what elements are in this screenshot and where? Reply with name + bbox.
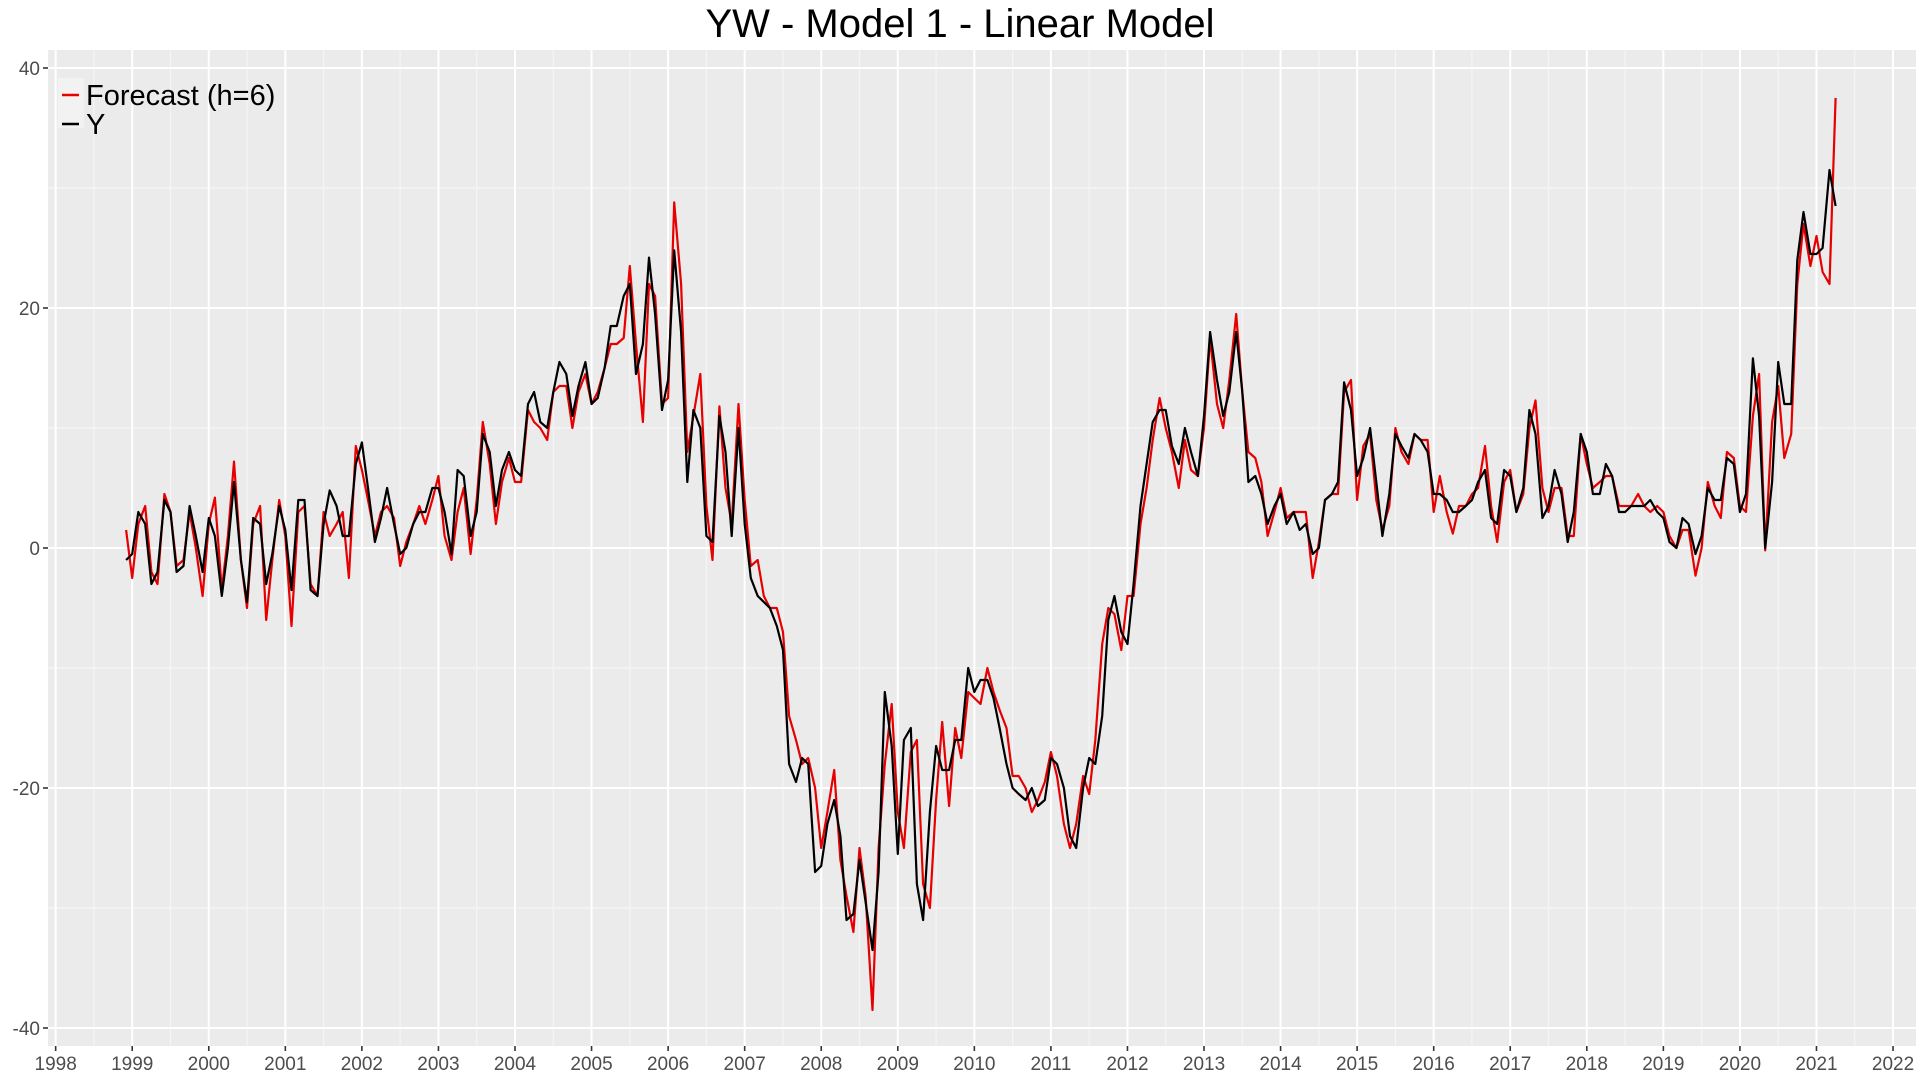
legend: Forecast (h=6)Y [58, 78, 275, 141]
x-tick-label: 2005 [570, 1054, 612, 1075]
x-tick-label: 2002 [341, 1054, 383, 1075]
x-axis-tick-labels: 1998 1999 2000 2001 2002 2003 2004 2005 2006 2007… [35, 1054, 1915, 1075]
x-tick-label: 2013 [1183, 1054, 1225, 1075]
x-tick-label: 2011 [1030, 1054, 1071, 1075]
x-tick-label: 2001 [264, 1054, 306, 1075]
x-tick-label: 2016 [1413, 1054, 1455, 1075]
y-axis-tick-labels: -40 -20 0 20 40 [13, 59, 40, 1040]
grid-major [48, 50, 1916, 1046]
legend-key-background [58, 78, 84, 128]
y-tick-label: 20 [19, 299, 40, 320]
y-tick-label: -40 [13, 1019, 40, 1040]
x-tick-label: 2021 [1795, 1054, 1837, 1075]
x-tick-label: 2017 [1489, 1054, 1531, 1075]
x-tick-label: 2009 [877, 1054, 919, 1075]
x-tick-label: 2010 [953, 1054, 995, 1075]
x-tick-label: 2004 [494, 1054, 537, 1075]
x-tick-label: 2019 [1642, 1054, 1684, 1075]
x-tick-label: 2020 [1719, 1054, 1761, 1075]
x-tick-label: 1999 [111, 1054, 153, 1075]
x-tick-label: 2008 [800, 1054, 842, 1075]
x-tick-label: 2014 [1259, 1054, 1302, 1075]
x-tick-label: 2012 [1106, 1054, 1148, 1075]
series-layer [125, 97, 1837, 1012]
x-tick-label: 2007 [724, 1054, 766, 1075]
x-tick-label: 2022 [1872, 1054, 1914, 1075]
series-line-1 [125, 168, 1837, 952]
y-tick-label: 0 [29, 539, 40, 560]
x-tick-label: 2018 [1566, 1054, 1608, 1075]
y-tick-label: 40 [19, 59, 40, 80]
x-tick-label: 2006 [647, 1054, 689, 1075]
x-tick-label: 2000 [188, 1054, 230, 1075]
y-tick-label: -20 [13, 779, 40, 800]
legend-label-1: Y [86, 109, 105, 141]
legend-label-0: Forecast (h=6) [86, 80, 275, 112]
x-tick-label: 2015 [1336, 1054, 1378, 1075]
axis-ticks [43, 67, 1894, 1051]
chart-title: YW - Model 1 - Linear Model [705, 2, 1215, 46]
x-tick-label: 1998 [35, 1054, 77, 1075]
x-tick-label: 2003 [417, 1054, 459, 1075]
